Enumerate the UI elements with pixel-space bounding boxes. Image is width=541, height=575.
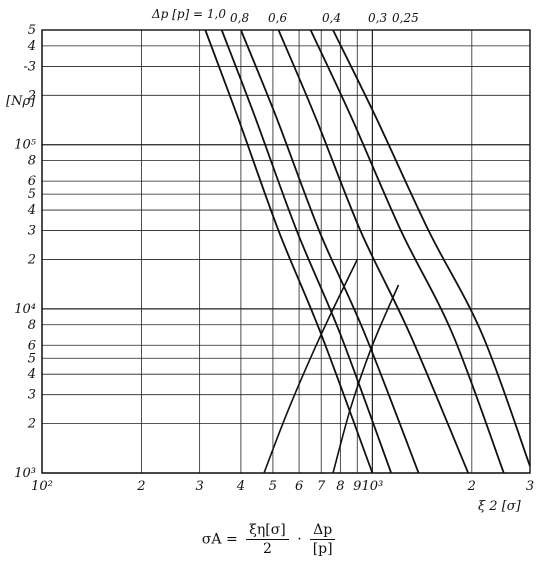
x-tick-label: 2 xyxy=(467,479,476,494)
plot-frame xyxy=(41,29,531,474)
x-tick-label: 8 xyxy=(336,479,344,494)
series-line xyxy=(277,29,470,474)
formula-den-1: 2 xyxy=(262,541,272,557)
curve-label-2: 0,8 xyxy=(230,11,249,25)
x-tick-label: 5 xyxy=(269,479,277,494)
formula-dot: · xyxy=(297,531,302,548)
curve-label-4: 0,4 xyxy=(322,11,341,25)
y-tick-label: 6 xyxy=(28,174,36,189)
y-tick-label: 4 xyxy=(27,367,36,382)
y-tick-label: 2 xyxy=(27,252,36,267)
x-tick-label: 2 xyxy=(136,479,145,494)
formula-num-1: ξη[σ] xyxy=(246,522,289,540)
x-tick-label: 10³ xyxy=(361,479,383,494)
curves xyxy=(204,29,531,474)
y-tick-label: 10⁵ xyxy=(14,138,37,153)
extra-curve-line xyxy=(263,259,359,474)
formula-den-2: [p] xyxy=(312,541,333,557)
y-tick-label: 6 xyxy=(28,338,36,353)
formula-num-2: Δp xyxy=(310,522,336,540)
x-tick-label: 6 xyxy=(295,479,303,494)
y-tick-label: 10⁴ xyxy=(14,302,36,317)
curve-label-3: 0,6 xyxy=(268,11,287,25)
y-tick-label: 4 xyxy=(27,39,36,54)
x-tick-label: 4 xyxy=(236,479,245,494)
formula-fraction-1: ξη[σ] 2 xyxy=(246,522,289,557)
y-tick-label: 2 xyxy=(27,88,36,103)
formula: σA = ξη[σ] 2 · Δp [p] xyxy=(0,522,541,557)
y-tick-label: 8 xyxy=(28,154,36,169)
curve-label-1: Δp [p] = 1,0 xyxy=(151,7,226,21)
series-line xyxy=(309,29,505,474)
y-tick-label: 2 xyxy=(27,417,36,432)
extra-curve-line xyxy=(332,284,400,474)
y-axis-label: [Nρ] xyxy=(6,94,36,109)
x-axis-label: ξ 2 [σ] xyxy=(478,499,522,514)
curve-label-5: 0,3 xyxy=(368,11,387,25)
y-tick-label: 3 xyxy=(28,224,36,239)
y-tick-label: 5 xyxy=(28,187,36,202)
y-tick-label: 4 xyxy=(27,203,36,218)
x-tick-label: 3 xyxy=(526,479,534,494)
y-tick-label: 10³ xyxy=(14,466,36,481)
y-tick-label: 5 xyxy=(28,351,36,366)
series-line xyxy=(220,29,393,474)
formula-lhs: σA = xyxy=(201,531,238,548)
formula-fraction-2: Δp [p] xyxy=(310,522,336,557)
series-line xyxy=(204,29,374,474)
y-tick-label: -3 xyxy=(23,59,36,74)
curve-label-6: 0,25 xyxy=(392,11,419,25)
x-tick-label: 10² xyxy=(31,479,53,494)
y-tick-label: 5 xyxy=(28,23,36,38)
x-tick-labels: 10² 2 3 4 5 6 7 8 9 10³ 2 3 xyxy=(31,479,534,494)
x-tick-label: 3 xyxy=(195,479,203,494)
y-tick-label: 8 xyxy=(28,318,36,333)
series-line xyxy=(332,29,531,467)
y-tick-label: 3 xyxy=(28,388,36,403)
series-line xyxy=(240,29,420,474)
x-tick-label: 7 xyxy=(317,479,326,494)
x-tick-label: 9 xyxy=(353,479,361,494)
